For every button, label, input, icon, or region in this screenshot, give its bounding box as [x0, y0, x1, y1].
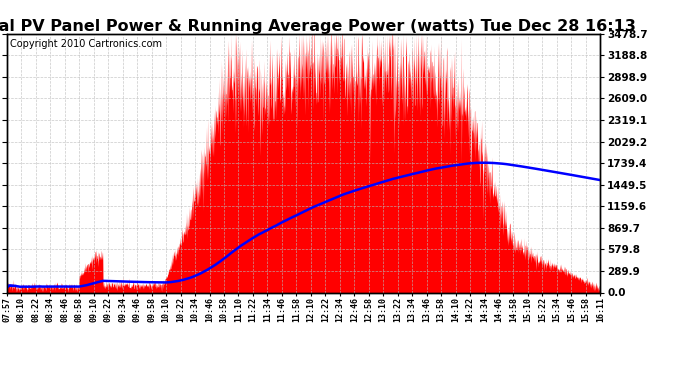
Text: Copyright 2010 Cartronics.com: Copyright 2010 Cartronics.com	[10, 39, 162, 49]
Text: Total PV Panel Power & Running Average Power (watts) Tue Dec 28 16:13: Total PV Panel Power & Running Average P…	[0, 19, 636, 34]
